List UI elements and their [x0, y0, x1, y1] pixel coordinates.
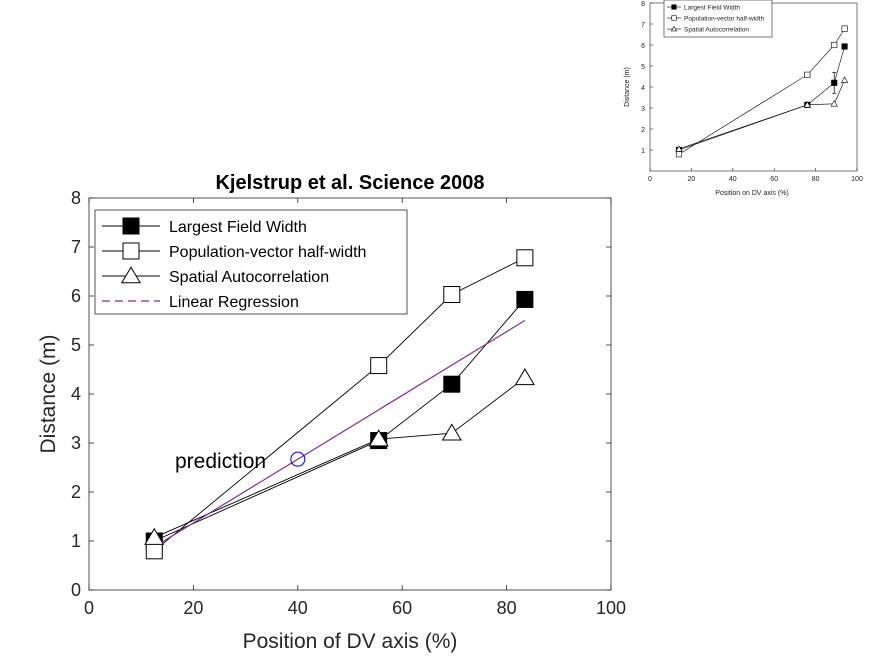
inset-y-axis-ticks: 1 2 3 4 5 6 7 8: [641, 1, 653, 155]
inset-y-tick-label: 8: [641, 1, 645, 8]
inset-legend: Largest Field Width Population-vector hal…: [663, 0, 773, 38]
x-tick-label: 60: [392, 598, 412, 618]
inset-population-vector-half-width-point: [675, 151, 683, 158]
inset-largest-field-width-point: [841, 43, 848, 50]
population-vector-half-width-point: [370, 357, 388, 375]
inset-series-group: [675, 25, 849, 158]
prediction-annotation: prediction: [175, 450, 306, 473]
inset-y-axis-label: Distance (m): [624, 67, 631, 107]
y-tick-label: 3: [71, 433, 81, 453]
inset-x-tick-label: 100: [851, 176, 863, 183]
inset-largest-field-width-line: [678, 46, 845, 151]
y-tick-label: 4: [71, 384, 81, 404]
spatial-autocorrelation-point: [514, 368, 535, 386]
inset-population-vector-half-width-point: [804, 71, 811, 78]
inset-population-vector-half-width-line: [678, 28, 845, 155]
inset-x-axis-label: Position on DV axis (%): [715, 190, 789, 197]
inset-y-tick-label: 2: [641, 127, 645, 134]
largest-field-width-line: [154, 299, 526, 542]
inset-chart: 0 20 40 60 80 100 1 2 3 4 5 6 7 8 Position on DV axi…: [624, 0, 863, 197]
inset-spatial-autocorrelation-point: [830, 100, 838, 107]
inset-x-tick-label: 20: [688, 176, 696, 183]
inset-spatial-autocorrelation-point: [803, 101, 812, 108]
inset-x-tick-label: 40: [729, 176, 737, 183]
chart-title: Kjelstrup et al. Science 2008: [215, 172, 484, 194]
inset-x-axis-ticks: 0 20 40 60 80 100: [648, 168, 863, 183]
largest-field-width-point: [443, 375, 461, 393]
inset-y-tick-label: 4: [641, 85, 645, 92]
y-axis-ticks: 0 1 2 3 4 5 6 7 8: [71, 188, 611, 600]
population-vector-half-width-line: [153, 257, 526, 552]
inset-y-tick-label: 3: [641, 106, 645, 113]
y-tick-label: 2: [71, 482, 81, 502]
x-tick-label: 80: [497, 598, 517, 618]
legend-marker-population-vector-half-width: [122, 242, 140, 260]
inset-spatial-autocorrelation-line: [678, 79, 845, 150]
inset-y-tick-label: 5: [641, 64, 645, 71]
y-tick-label: 6: [71, 286, 81, 306]
inset-spatial-autocorrelation-point: [675, 145, 683, 152]
population-vector-half-width-point: [145, 542, 163, 560]
legend-label-linear-regression: Linear Regression: [169, 294, 299, 311]
main-chart: Kjelstrup et al. Science 2008 0 20 40 60 80 1…: [37, 172, 626, 653]
x-tick-label: 20: [183, 598, 203, 618]
inset-legend-marker-largest-field-width: [671, 4, 677, 10]
legend-label-largest-field-width: Largest Field Width: [169, 219, 307, 236]
legend-marker-largest-field-width: [122, 217, 140, 235]
y-tick-label: 1: [71, 531, 81, 551]
x-tick-label: 0: [84, 598, 94, 618]
inset-legend-label-largest-field-width: Largest Field Width: [684, 5, 740, 12]
inset-population-vector-half-width-point: [831, 41, 838, 49]
inset-x-tick-label: 0: [648, 176, 652, 183]
y-tick-label: 0: [71, 580, 81, 600]
inset-legend-marker-spatial-autocorrelation: [670, 25, 678, 32]
legend-label-spatial-autocorrelation: Spatial Autocorrelation: [169, 269, 329, 286]
population-vector-half-width-point: [443, 286, 461, 304]
legend-label-population-vector-half-width: Population-vector half-width: [169, 244, 366, 261]
inset-legend-label-population-vector-half-width: Population-vector half-width: [684, 16, 765, 23]
inset-legend-label-spatial-autocorrelation: Spatial Autocorrelation: [684, 27, 749, 34]
inset-spatial-autocorrelation-point: [840, 76, 849, 83]
inset-legend-box: [663, 0, 773, 38]
y-tick-label: 7: [71, 237, 81, 257]
prediction-point: [290, 451, 306, 467]
inset-largest-field-width-point: [831, 79, 838, 86]
inset-x-tick-label: 80: [812, 176, 820, 183]
y-axis-label: Distance (m): [37, 334, 60, 453]
inset-y-tick-label: 6: [641, 43, 645, 50]
y-tick-label: 5: [71, 335, 81, 355]
largest-field-width-point: [516, 290, 534, 308]
spatial-autocorrelation-point: [441, 423, 462, 441]
series-group: [144, 249, 535, 560]
legend: Largest Field Width Population-vector hal…: [94, 209, 408, 315]
x-tick-label: 100: [596, 598, 626, 618]
x-axis-label: Position of DV axis (%): [243, 630, 458, 653]
inset-x-tick-label: 60: [770, 176, 778, 183]
inset-legend-marker-population-vector-half-width: [671, 15, 677, 21]
population-vector-half-width-point: [516, 249, 534, 267]
prediction-label: prediction: [175, 450, 266, 473]
legend-box: [94, 209, 408, 315]
linear-regression-line: [153, 319, 526, 548]
inset-population-vector-half-width-point: [841, 25, 848, 32]
y-tick-label: 8: [71, 188, 81, 208]
inset-y-tick-label: 1: [641, 148, 645, 155]
spatial-autocorrelation-point: [144, 527, 165, 545]
spatial-autocorrelation-point: [368, 429, 389, 447]
spatial-autocorrelation-line: [154, 377, 526, 538]
legend-marker-spatial-autocorrelation: [120, 266, 142, 284]
x-axis-ticks: 0 20 40 60 80 100: [84, 198, 626, 618]
inset-y-tick-label: 7: [641, 22, 645, 29]
x-tick-label: 40: [288, 598, 308, 618]
